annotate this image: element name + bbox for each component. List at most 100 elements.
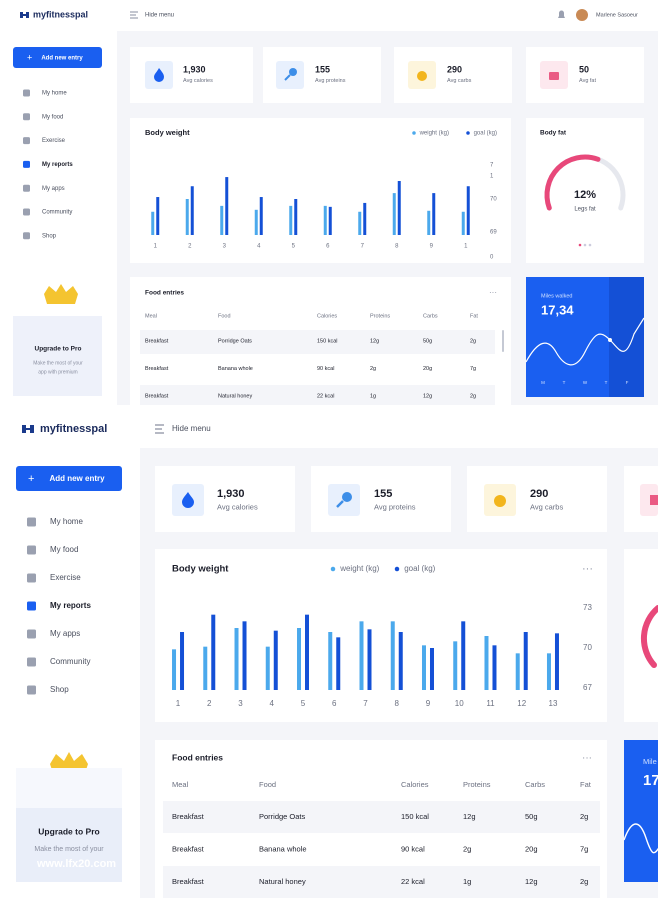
plus-icon: + [28,473,34,485]
hide-menu[interactable]: Hide menu [172,424,211,433]
nav-item[interactable]: My apps [50,629,80,638]
pager-dot[interactable] [583,243,587,247]
more-button[interactable]: ··· [489,288,497,297]
plus-icon: + [27,52,32,62]
nav-item[interactable]: My home [50,517,83,526]
stat-label: Avg proteins [374,502,416,511]
table-cell: 90 kcal [401,844,425,853]
nav-item[interactable]: My apps [42,186,65,192]
x-tick-label: 2 [188,244,192,250]
add-entry-label[interactable]: Add new entry [49,474,105,483]
gauge-label: Legs fat [574,207,596,213]
table-cell: Banana whole [218,366,253,372]
bell-icon[interactable] [558,10,565,18]
upgrade-box[interactable] [13,316,102,396]
bar [242,621,247,690]
day-label: F [626,380,629,385]
nav-item[interactable]: Shop [42,233,57,239]
stat-label: Avg calories [217,502,258,511]
menu-icon[interactable] [155,424,164,434]
bar [305,614,310,690]
y-tick-label: 1 [490,174,494,180]
x-tick-label: 1 [176,699,181,708]
table-cell: Breakfast [145,393,169,399]
pager-dot[interactable] [588,243,592,247]
add-entry-label[interactable]: Add new entry [41,56,83,62]
top-view: + myfitnesspal Hide menu Marlene Sasoeur Ad… [0,0,658,405]
bar [429,648,434,690]
bar [220,205,224,235]
bar [185,199,189,235]
column-header: Proteins [463,780,491,789]
flame-icon [182,492,194,508]
miles-point [608,338,612,342]
x-tick-label: 3 [223,244,227,250]
table-cell: Breakfast [172,812,205,821]
more-button[interactable]: ··· [582,753,592,764]
crown [44,284,78,304]
nav-icon [27,601,36,611]
nav-item[interactable]: Community [50,657,90,666]
nav-item[interactable]: Exercise [42,138,66,144]
add-entry-button[interactable] [13,47,102,68]
nav-item[interactable]: Community [42,210,72,216]
row-shade [163,801,600,833]
column-header: Carbs [525,780,545,789]
bar [259,197,263,235]
gauge-fill [640,605,658,668]
table-cell: 7g [470,366,476,372]
table-cell: 2g [580,877,588,886]
cake-icon [549,72,559,80]
nav-item[interactable]: My food [50,545,78,554]
menu-icon[interactable] [130,11,138,19]
card-title: Food entries [172,752,223,762]
nav-item[interactable]: My home [42,91,67,97]
stat-value: 50 [579,64,589,74]
chart-title: Body weight [145,128,190,137]
nav-item[interactable]: My reports [50,601,91,610]
avatar[interactable] [576,9,588,21]
x-tick-label: 10 [455,699,464,708]
bar [466,186,470,235]
miles-value: 17,34 [541,302,574,317]
drumstick-bone [336,500,344,508]
bar [328,206,332,235]
nav-icon [27,573,36,583]
bar [156,197,160,235]
bar [336,637,341,690]
column-header: Fat [580,780,592,789]
weight-card [130,118,511,263]
hide-menu[interactable]: Hide menu [145,13,174,19]
bar [265,646,270,690]
x-tick-label: 1 [154,244,158,250]
table-cell: 150 kcal [317,338,338,344]
scrollbar[interactable] [502,330,504,352]
nav-icon [23,89,30,97]
bar [392,193,396,235]
pager-dot[interactable] [578,243,582,247]
x-tick-label: 9 [430,244,434,250]
nav-item[interactable]: Shop [50,685,69,694]
bar [172,649,177,690]
miles-card [624,740,658,882]
bar [358,211,362,235]
nav-item[interactable]: My reports [42,162,73,168]
day-label: M [541,380,545,385]
upgrade-box[interactable] [16,808,122,882]
cake-icon [650,495,658,505]
table-cell: 12g [463,812,476,821]
upgrade-title[interactable]: Upgrade to Pro [38,826,99,836]
table-cell: 20g [423,366,432,372]
user-name[interactable]: Marlene Sasoeur [596,12,638,18]
add-entry-button[interactable] [16,466,122,491]
bottom-view: + myfitnesspal Hide menu Add new entry My h… [0,410,658,898]
nav-item[interactable]: Exercise [50,573,81,582]
miles-title: Miles walked [541,293,572,299]
table-cell: 2g [470,338,476,344]
y-tick-label: 7 [490,163,494,169]
x-tick-label: 6 [332,699,337,708]
upgrade-title[interactable]: Upgrade to Pro [35,346,82,353]
nav-item[interactable]: My food [42,114,63,120]
x-tick-label: 1 [464,244,468,250]
more-button[interactable]: ··· [582,563,593,575]
